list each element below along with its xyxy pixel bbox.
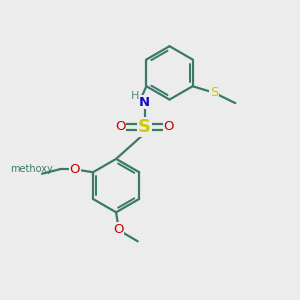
Text: O: O [164, 120, 174, 134]
Text: O: O [113, 223, 124, 236]
Text: methoxy: methoxy [10, 164, 53, 174]
Text: S: S [210, 86, 218, 99]
Text: S: S [138, 118, 151, 136]
Text: N: N [139, 96, 150, 109]
Text: O: O [69, 163, 80, 176]
Text: O: O [115, 120, 125, 134]
Text: H: H [131, 91, 139, 101]
